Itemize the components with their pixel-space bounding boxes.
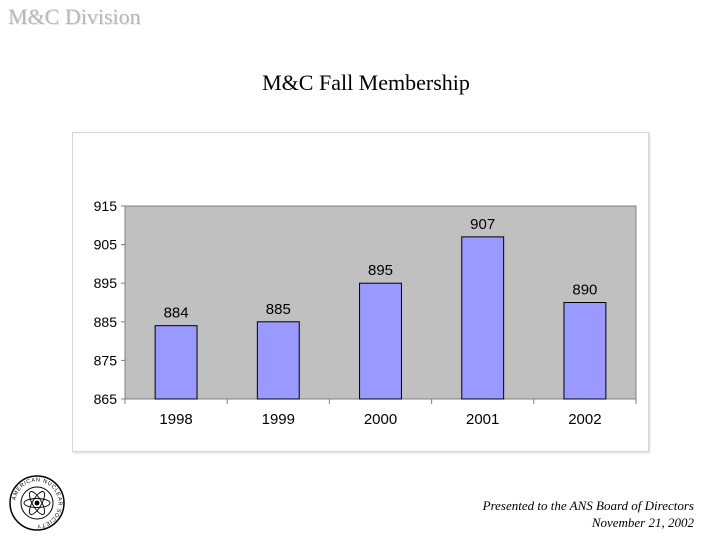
data-label-2001: 907 [470, 216, 495, 233]
bar-2001 [461, 236, 505, 400]
bar-1999 [256, 321, 300, 400]
footer-line-2: November 21, 2002 [591, 515, 694, 530]
data-label-2000: 895 [368, 262, 393, 279]
bar-2000 [359, 282, 402, 400]
membership-bar-chart: 865 875 885 895 905 915 884 1998 885 1999 895 2000 9… [94, 198, 637, 428]
bar-1998 [154, 325, 198, 400]
x-tick-label-2002: 2002 [568, 411, 601, 428]
y-tick-label: 885 [94, 314, 118, 330]
data-label-2002: 890 [572, 282, 597, 299]
x-tick-label-2001: 2001 [466, 411, 499, 428]
x-tick-label-1998: 1998 [159, 411, 192, 428]
y-tick-label: 915 [94, 198, 118, 214]
slide-title: M&C Fall Membership [262, 70, 470, 95]
presentation-note: Presented to the ANS Board of Directors … [483, 497, 694, 531]
y-tick-label: 895 [94, 275, 118, 291]
footer-line-1: Presented to the ANS Board of Directors [482, 498, 694, 513]
x-tick-label-1999: 1999 [262, 411, 295, 428]
y-tick-label: 905 [94, 237, 118, 253]
y-tick-label: 865 [94, 391, 118, 407]
division-title: M&C Division [8, 4, 141, 29]
data-label-1998: 884 [164, 305, 189, 322]
x-tick-label-2000: 2000 [364, 411, 397, 428]
ans-seal-logo: AMERICAN NUCLEAR SOCIETY [8, 474, 66, 532]
bar-2002 [563, 302, 607, 400]
chart-frame: 865 875 885 895 905 915 884 1998 885 1999 895 2000 9… [72, 132, 649, 452]
data-label-1999: 885 [266, 301, 291, 318]
y-tick-label: 875 [94, 352, 118, 368]
